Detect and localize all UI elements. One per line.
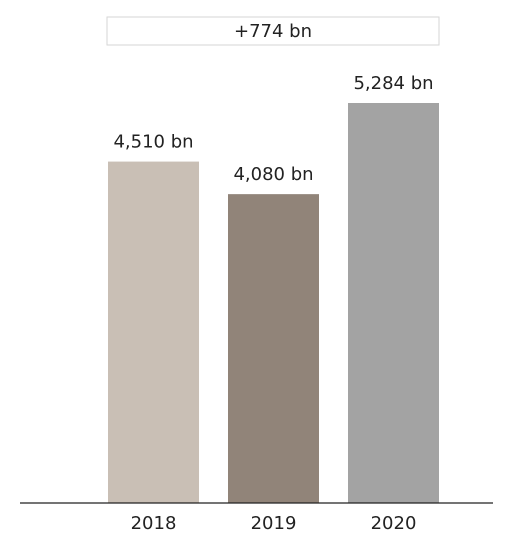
value-label-2019: 4,080 bn: [233, 164, 313, 185]
x-tick-2020: 2020: [371, 513, 417, 534]
x-tick-2018: 2018: [131, 513, 177, 534]
x-tick-2019: 2019: [251, 513, 297, 534]
difference-callout: +774 bn: [106, 16, 440, 46]
bar-2020: [348, 103, 439, 503]
bars-group: 4,510 bn 4,080 bn 5,284 bn: [108, 73, 439, 503]
bar-2018: [108, 161, 199, 503]
value-label-2018: 4,510 bn: [113, 132, 193, 153]
bar-2019: [228, 194, 319, 503]
difference-callout-label: +774 bn: [234, 21, 312, 42]
difference-callout-box: [106, 16, 440, 46]
x-tick-labels: 2018 2019 2020: [131, 513, 417, 534]
value-label-2020: 5,284 bn: [353, 73, 433, 94]
